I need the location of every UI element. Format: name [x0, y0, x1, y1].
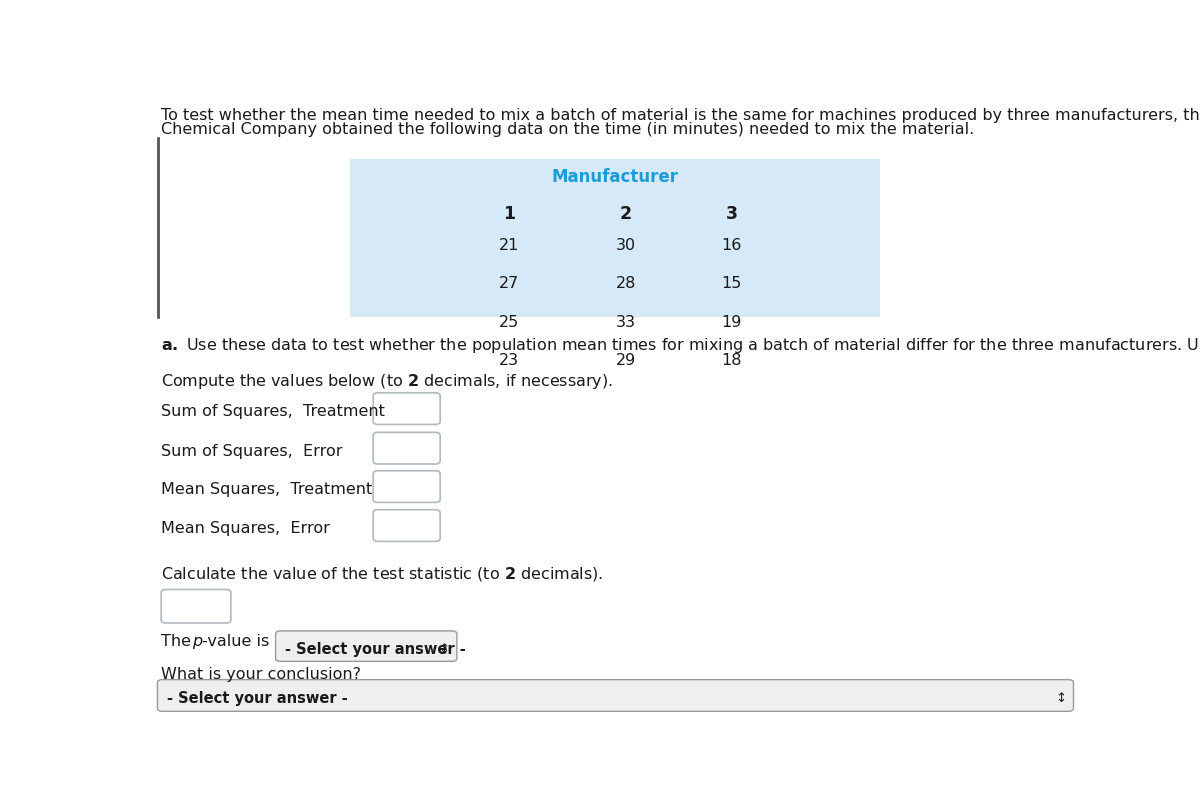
Text: $\mathbf{a.}$ Use these data to test whether the population mean times for mixin: $\mathbf{a.}$ Use these data to test whe…: [161, 335, 1200, 354]
Text: 21: 21: [499, 238, 520, 253]
Text: Chemical Company obtained the following data on the time (in minutes) needed to : Chemical Company obtained the following …: [161, 123, 974, 138]
FancyBboxPatch shape: [350, 159, 880, 317]
Text: 25: 25: [499, 315, 520, 330]
Text: 28: 28: [616, 276, 636, 291]
Text: What is your conclusion?: What is your conclusion?: [161, 668, 361, 683]
Text: Sum of Squares,  Error: Sum of Squares, Error: [161, 444, 343, 459]
Text: 16: 16: [721, 238, 742, 253]
Text: Mean Squares,  Treatment: Mean Squares, Treatment: [161, 483, 372, 498]
Text: Calculate the value of the test statistic (to $\mathbf{2}$ decimals).: Calculate the value of the test statisti…: [161, 565, 604, 583]
Text: ↕: ↕: [1055, 692, 1066, 705]
Text: 1: 1: [503, 205, 515, 222]
Text: p: p: [192, 634, 202, 649]
FancyBboxPatch shape: [373, 471, 440, 502]
Text: -value is: -value is: [202, 634, 269, 649]
FancyBboxPatch shape: [373, 433, 440, 464]
Text: 2: 2: [619, 205, 631, 222]
Text: ↕: ↕: [438, 642, 450, 656]
Text: 19: 19: [721, 315, 742, 330]
Text: 15: 15: [721, 276, 742, 291]
Text: 3: 3: [726, 205, 738, 222]
FancyBboxPatch shape: [157, 679, 1074, 711]
FancyBboxPatch shape: [276, 631, 457, 661]
Text: 30: 30: [616, 238, 636, 253]
Text: To test whether the mean time needed to mix a batch of material is the same for : To test whether the mean time needed to …: [161, 108, 1200, 123]
FancyBboxPatch shape: [373, 509, 440, 541]
Text: Mean Squares,  Error: Mean Squares, Error: [161, 521, 330, 536]
Text: Compute the values below (to $\mathbf{2}$ decimals, if necessary).: Compute the values below (to $\mathbf{2}…: [161, 372, 613, 391]
Text: - Select your answer -: - Select your answer -: [167, 691, 348, 706]
Text: 23: 23: [499, 353, 520, 368]
Text: 18: 18: [721, 353, 742, 368]
Text: The: The: [161, 634, 197, 649]
FancyBboxPatch shape: [161, 589, 230, 623]
Text: 33: 33: [616, 315, 636, 330]
FancyBboxPatch shape: [373, 393, 440, 425]
Text: - Select your answer -: - Select your answer -: [284, 642, 466, 657]
Text: Manufacturer: Manufacturer: [552, 168, 678, 186]
Text: Sum of Squares,  Treatment: Sum of Squares, Treatment: [161, 404, 385, 419]
Text: 27: 27: [499, 276, 520, 291]
Text: 29: 29: [616, 353, 636, 368]
